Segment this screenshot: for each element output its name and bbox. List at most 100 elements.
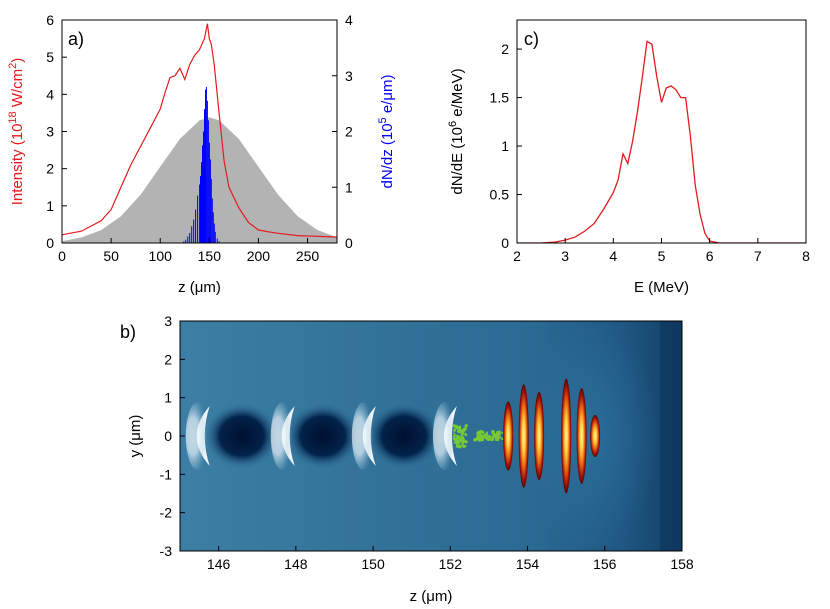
- tick-label: 4: [46, 86, 54, 102]
- x-ticks-a: 0 50 100 150 200 250: [58, 238, 319, 264]
- dNdz-bar: [213, 223, 215, 243]
- tick-label: 150: [361, 556, 385, 572]
- dNdz-bar: [207, 120, 209, 243]
- y-axis-label-b: y (μm): [127, 415, 144, 458]
- tick-label: 1: [164, 390, 172, 406]
- tick-label: 4: [345, 12, 353, 28]
- wake-shell-glow: [185, 402, 210, 470]
- electron-point: [501, 431, 504, 434]
- y-axis-label-c: dN/dE (106 e/MeV): [447, 68, 466, 194]
- y-ticks-b: -3 -2 -1 0 1 2 3: [160, 313, 185, 559]
- tick-label: 0: [164, 428, 172, 444]
- tick-label: 50: [103, 248, 119, 264]
- electron-point: [458, 439, 462, 443]
- dNdz-bar: [208, 142, 210, 243]
- electron-point: [476, 435, 480, 439]
- dNdz-bar: [205, 89, 206, 243]
- dNdz-bar: [201, 162, 202, 243]
- x-ticks-b: 146 148 150 152 154 156 158: [207, 546, 694, 572]
- intensity-line: [62, 23, 337, 238]
- electron-point: [481, 435, 485, 438]
- electron-point: [456, 435, 459, 437]
- dNdz-bar: [183, 241, 185, 243]
- dNdz-bar: [218, 241, 220, 243]
- electron-point: [457, 444, 461, 449]
- electron-point: [462, 445, 466, 449]
- electron-point: [491, 433, 494, 435]
- tick-label: 1: [345, 179, 353, 195]
- tick-label: 0: [46, 235, 54, 251]
- wake-cavity: [367, 403, 441, 469]
- tick-label: 7: [754, 248, 762, 264]
- laser-lobe: [576, 388, 587, 484]
- x-axis-label-b: z (μm): [410, 588, 453, 605]
- electron-point: [461, 429, 464, 433]
- tick-label: 146: [207, 556, 231, 572]
- wake-shell-glow: [432, 402, 457, 470]
- electron-point: [489, 436, 492, 439]
- tick-label: -1: [160, 466, 173, 482]
- electron-point: [488, 434, 491, 437]
- tick-label: 200: [247, 248, 271, 264]
- dNdz-bar: [185, 239, 187, 243]
- wake-cavity: [286, 403, 360, 469]
- tick-label: 3: [345, 68, 353, 84]
- tick-label: 2: [513, 248, 521, 264]
- x-ticks-c: 2 3 4 5 6 7 8: [513, 238, 810, 264]
- tick-label: 156: [593, 556, 617, 572]
- electron-point: [491, 430, 495, 434]
- laser-lobe: [503, 401, 514, 471]
- dNdz-bar: [205, 86, 207, 243]
- electron-point: [493, 434, 495, 436]
- electron-point: [485, 436, 489, 440]
- panel-c: 2 3 4 5 6 7 8 0 0.5 1 1.5 2 c) E (MeV) dN/dE (106 …: [447, 19, 810, 296]
- tick-label: 4: [609, 248, 617, 264]
- tick-label: 0: [501, 235, 509, 251]
- laser-lobe: [534, 391, 545, 481]
- panel-label-c: c): [524, 29, 539, 49]
- wakefield-heatmap: [180, 321, 682, 551]
- dNdz-bar: [210, 178, 212, 243]
- dNdz-bar: [216, 238, 218, 243]
- dNdz-bar: [197, 195, 199, 243]
- electron-point: [459, 431, 462, 434]
- dNdz-bar: [191, 226, 193, 243]
- dNdz-bar: [187, 236, 189, 243]
- wake-bubbles: [185, 402, 457, 470]
- tick-label: 5: [658, 248, 666, 264]
- tick-label: 3: [46, 124, 54, 140]
- dNdz-bar: [202, 145, 203, 243]
- electron-point: [499, 436, 502, 439]
- dNdz-bar: [189, 233, 191, 243]
- tick-label: 154: [516, 556, 540, 572]
- tick-label: 2: [164, 351, 172, 367]
- tick-label: 1: [501, 138, 509, 154]
- dNdz-bar: [209, 159, 211, 243]
- tick-label: 3: [561, 248, 569, 264]
- y-right-axis-label-a: dN/dz (105 e/μm): [377, 75, 396, 189]
- electron-point: [495, 431, 500, 435]
- dNdz-bar: [193, 219, 195, 243]
- tick-label: 1: [46, 198, 54, 214]
- electron-point: [452, 435, 456, 438]
- tick-label: 2: [46, 161, 54, 177]
- laser-lobe: [561, 378, 572, 494]
- electron-point: [453, 428, 457, 432]
- electron-point: [495, 436, 498, 439]
- dNdz-bar: [214, 231, 216, 243]
- electron-point: [489, 438, 492, 442]
- electron-point: [458, 425, 462, 429]
- y-right-ticks-a: 0 1 2 3 4: [332, 12, 353, 251]
- wake-shell-glow: [351, 402, 376, 470]
- panel-label-a: a): [68, 29, 84, 49]
- tick-label: 152: [439, 556, 463, 572]
- dNdz-bar: [195, 209, 197, 243]
- electron-point: [453, 441, 456, 444]
- y-left-axis-label-a: Intensity (1018 W/cm2): [7, 58, 26, 206]
- energy-spectrum-line: [517, 40, 806, 243]
- panel-label-b: b): [120, 322, 136, 342]
- heatmap-right-edge: [660, 321, 682, 551]
- plot-frame-c: [516, 19, 807, 244]
- tick-label: 6: [706, 248, 714, 264]
